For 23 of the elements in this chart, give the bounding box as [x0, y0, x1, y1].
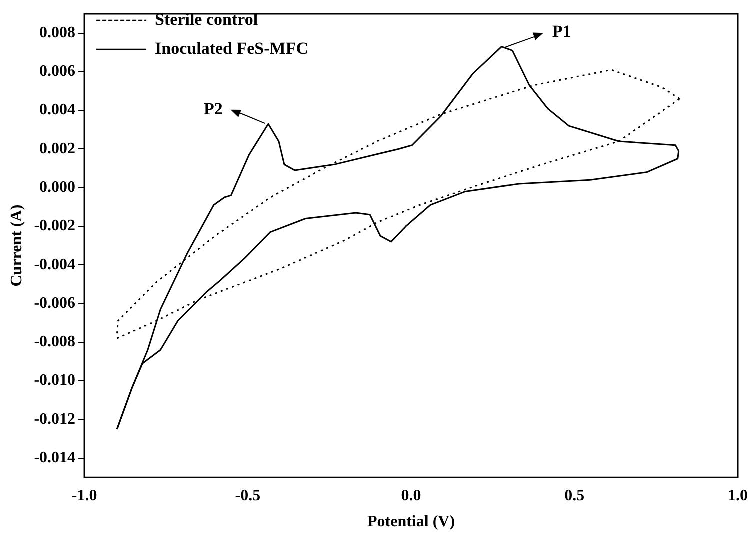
y-tick-label: 0.000 — [40, 178, 76, 196]
x-tick-label: -0.5 — [235, 487, 261, 504]
y-tick-label: 0.006 — [40, 63, 76, 80]
y-tick-label: -0.012 — [34, 410, 76, 428]
y-tick-label: -0.002 — [34, 218, 76, 235]
annotation: P2 — [204, 99, 223, 118]
y-tick-label: -0.010 — [34, 372, 76, 390]
annotation: P1 — [552, 22, 572, 42]
y-tick-label: 0.002 — [40, 140, 76, 158]
y-tick-label: -0.008 — [34, 334, 76, 351]
x-tick-label: 0.5 — [564, 487, 585, 504]
y-axis-title: Current (A) — [8, 204, 26, 287]
x-tick-label: 0.0 — [401, 487, 422, 504]
y-tick-label: -0.004 — [34, 256, 76, 274]
y-tick-label: 0.004 — [40, 102, 76, 119]
x-tick-label: -1.0 — [72, 487, 98, 504]
legend-label: Sterile control — [155, 10, 258, 29]
y-tick-label: 0.008 — [40, 24, 76, 42]
x-tick-label: 1.0 — [728, 487, 748, 504]
y-tick-label: -0.014 — [34, 449, 76, 466]
y-tick-label: -0.006 — [34, 294, 76, 312]
x-axis-title: Potential (V) — [368, 514, 456, 531]
legend-label: Inoculated FeS-MFC — [155, 38, 308, 58]
